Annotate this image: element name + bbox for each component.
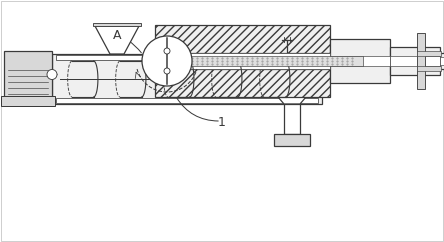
Bar [330,39,390,83]
Text: 1: 1 [218,116,226,129]
Bar [284,104,300,134]
Bar [93,23,141,26]
Bar [390,47,440,75]
Polygon shape [95,26,139,54]
Bar [417,51,441,56]
Circle shape [164,68,170,74]
Bar [155,69,330,97]
Bar [274,134,310,146]
Bar [155,25,330,53]
Bar [440,57,444,65]
Bar [56,55,318,60]
Bar [390,56,440,66]
Bar [417,66,441,71]
Bar [440,53,444,69]
Bar [143,56,363,66]
Bar [417,33,425,89]
Text: A: A [113,29,122,42]
Bar [330,56,390,66]
Polygon shape [272,90,312,104]
Circle shape [164,48,170,54]
Bar [1,96,55,106]
Bar [56,98,318,103]
Circle shape [142,36,192,86]
Bar [4,51,52,98]
Bar [52,54,322,104]
Bar [155,53,330,69]
Circle shape [47,69,57,80]
